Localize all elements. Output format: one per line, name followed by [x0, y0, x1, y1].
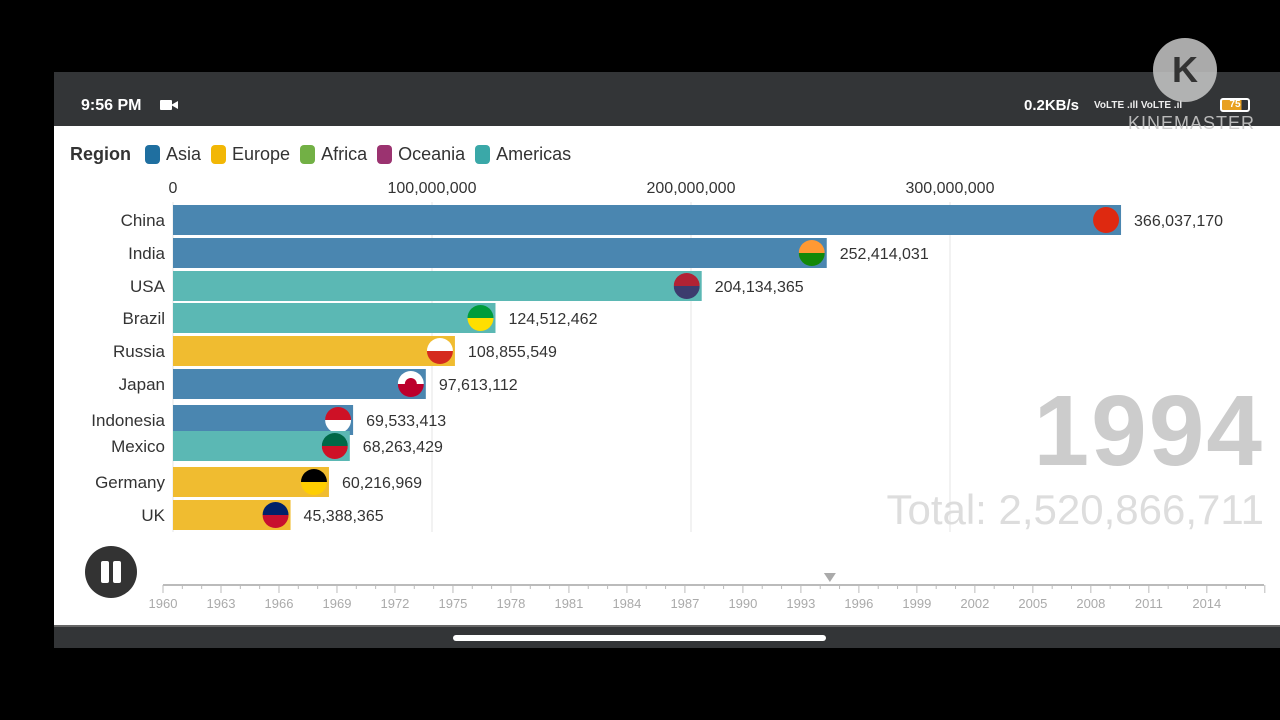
bar-category-label: Russia — [113, 342, 166, 361]
x-tick-label: 100,000,000 — [388, 180, 477, 197]
legend-label: Oceania — [398, 144, 466, 164]
china-flag-icon — [1093, 207, 1120, 233]
total-population: Total: 2,520,866,711 — [886, 486, 1264, 533]
timeline-label: 1990 — [728, 596, 757, 611]
timeline-handle[interactable] — [823, 573, 836, 582]
timeline-label: 1987 — [670, 596, 699, 611]
bar-india — [173, 238, 827, 268]
mexico-flag-icon — [321, 433, 348, 459]
germany-flag-icon — [300, 469, 327, 495]
timeline-label: 1981 — [554, 596, 583, 611]
timeline-label: 1984 — [612, 596, 641, 611]
legend-title: Region — [70, 144, 131, 164]
legend-swatch — [211, 145, 227, 164]
pause-button[interactable] — [85, 546, 137, 598]
legend-swatch — [377, 145, 393, 164]
bar-category-label: Mexico — [111, 437, 165, 456]
japan-flag-icon — [397, 371, 424, 397]
bar-category-label: India — [128, 244, 165, 263]
legend-label: Africa — [321, 144, 368, 164]
x-tick-label: 300,000,000 — [906, 180, 995, 197]
timeline-label: 1969 — [323, 596, 352, 611]
timeline-label: 2008 — [1076, 596, 1105, 611]
legend-swatch — [300, 145, 316, 164]
bar-usa — [173, 271, 702, 301]
legend-item-africa[interactable]: Africa — [300, 144, 367, 165]
bar-value-label: 45,388,365 — [304, 508, 384, 525]
battery-icon: 75 — [1220, 98, 1250, 112]
legend-item-europe[interactable]: Europe — [211, 144, 290, 165]
network-speed: 0.2KB/s — [1024, 97, 1080, 114]
legend-item-oceania[interactable]: Oceania — [377, 144, 465, 165]
timeline-label: 1966 — [265, 596, 294, 611]
x-tick-label: 0 — [169, 180, 178, 197]
timeline-slider[interactable]: 1960 1963 1966 1969 1972 1975 1978 1981 1984 1987… — [54, 566, 1280, 626]
x-tick-label: 200,000,000 — [647, 180, 736, 197]
bar-value-label: 252,414,031 — [840, 246, 929, 263]
bar-category-label: Japan — [119, 375, 165, 394]
timeline-label: 2014 — [1192, 596, 1221, 611]
bar-category-label: Brazil — [122, 309, 165, 328]
signal-icon: VoLTE .ıll VoLTE .ıl — [1094, 100, 1183, 111]
indonesia-flag-icon — [325, 407, 352, 433]
uk-flag-icon — [262, 502, 289, 528]
bar-value-label: 60,216,969 — [342, 475, 422, 492]
legend-swatch — [145, 145, 160, 164]
brazil-flag-icon — [467, 305, 494, 331]
bar-value-label: 108,855,549 — [468, 344, 557, 361]
legend-label: Americas — [496, 144, 572, 164]
timeline-label: 1996 — [844, 596, 873, 611]
current-year: 1994 — [1033, 375, 1264, 487]
bar-category-label: Indonesia — [91, 411, 165, 430]
legend-label: Asia — [166, 144, 202, 164]
bar-chart: 0 100,000,000 200,000,000 300,000,000 China 3… — [91, 180, 1223, 532]
bar-brazil — [173, 303, 496, 333]
bar-value-label: 69,533,413 — [366, 413, 446, 430]
timeline-label: 1993 — [786, 596, 815, 611]
bar-value-label: 68,263,429 — [363, 439, 443, 456]
bar-value-label: 204,134,365 — [715, 279, 804, 296]
bar-category-label: USA — [130, 277, 166, 296]
bar-value-label: 366,037,170 — [1134, 213, 1223, 230]
timeline-label: 2002 — [960, 596, 989, 611]
timeline-label: 2005 — [1018, 596, 1047, 611]
chart-screen: Region Asia Europe Africa Oceania Americas 0… — [54, 126, 1280, 625]
bar-mexico — [173, 431, 350, 461]
usa-flag-icon — [673, 273, 700, 299]
bar-indonesia — [173, 405, 354, 435]
timeline-label: 1975 — [438, 596, 467, 611]
timeline-label: 1972 — [380, 596, 409, 611]
bar-category-label: China — [121, 211, 166, 230]
russia-flag-icon — [426, 338, 453, 364]
timeline-label: 1963 — [207, 596, 236, 611]
legend: Region Asia Europe Africa Oceania Americas — [70, 144, 581, 165]
home-indicator[interactable] — [453, 635, 826, 641]
timeline-label: 1960 — [149, 596, 178, 611]
timeline-label: 2011 — [1135, 596, 1163, 611]
bar-value-label: 124,512,462 — [508, 311, 597, 328]
navigation-bar — [54, 625, 1280, 648]
timeline-label: 1999 — [902, 596, 931, 611]
video-camera-icon — [160, 100, 178, 110]
clock: 9:56 PM — [81, 97, 142, 114]
bar-japan — [173, 369, 426, 399]
bar-russia — [173, 336, 455, 366]
legend-swatch — [475, 145, 491, 164]
bar-china — [173, 205, 1122, 235]
bar-value-label: 97,613,112 — [439, 377, 518, 394]
legend-item-americas[interactable]: Americas — [475, 144, 571, 165]
india-flag-icon — [798, 240, 825, 266]
bar-category-label: UK — [141, 506, 165, 525]
bar-category-label: Germany — [95, 473, 165, 492]
legend-label: Europe — [232, 144, 291, 164]
kinemaster-watermark: KINEMASTER — [1128, 113, 1256, 133]
timeline-label: 1978 — [496, 596, 525, 611]
status-bar: 9:56 PM 0.2KB/s VoLTE .ıll VoLTE .ıl 75 — [54, 72, 1280, 126]
kinemaster-logo: K — [1153, 38, 1217, 102]
legend-item-asia[interactable]: Asia — [145, 144, 201, 165]
